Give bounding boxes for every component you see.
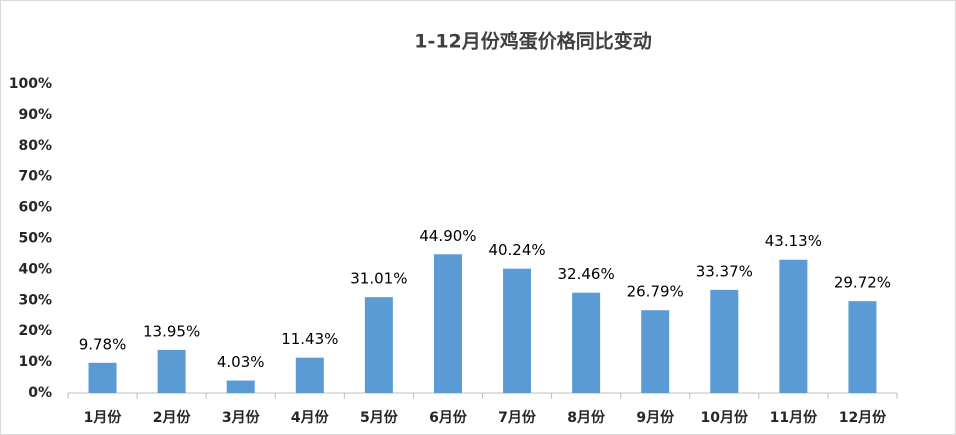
x-tick-label: 11月份 xyxy=(770,409,818,426)
value-label: 43.13% xyxy=(765,232,822,250)
x-tick-label: 4月份 xyxy=(291,409,330,426)
y-tick-label: 0% xyxy=(28,385,52,401)
value-label: 13.95% xyxy=(143,322,200,340)
value-label: 31.01% xyxy=(350,270,407,288)
value-label: 4.03% xyxy=(217,353,265,371)
y-tick-label: 40% xyxy=(18,261,52,277)
bar xyxy=(88,362,117,393)
value-label: 33.37% xyxy=(696,262,753,280)
x-tick-label: 2月份 xyxy=(153,409,192,426)
value-label: 44.90% xyxy=(419,227,476,245)
value-label: 11.43% xyxy=(281,330,338,348)
x-tick-label: 5月份 xyxy=(360,409,399,426)
y-tick-label: 100% xyxy=(9,76,52,92)
bar xyxy=(641,310,670,393)
y-tick-label: 50% xyxy=(18,231,52,247)
x-tick-label: 9月份 xyxy=(636,409,675,426)
y-tick-label: 20% xyxy=(18,323,52,339)
bar xyxy=(503,268,532,393)
bar xyxy=(779,259,808,393)
value-label: 26.79% xyxy=(627,283,684,301)
x-tick-label: 6月份 xyxy=(429,409,468,426)
x-tick-label: 8月份 xyxy=(567,409,606,426)
value-label: 9.78% xyxy=(79,335,127,353)
bar xyxy=(226,380,255,393)
chart-title: 1-12月份鸡蛋价格同比变动 xyxy=(414,30,652,53)
x-tick-label: 7月份 xyxy=(498,409,537,426)
value-label: 29.72% xyxy=(834,274,891,292)
x-tick-label: 3月份 xyxy=(222,409,261,426)
bar xyxy=(295,357,324,393)
y-tick-label: 90% xyxy=(18,107,52,123)
bar xyxy=(710,289,739,393)
bar xyxy=(848,301,877,393)
x-tick-label: 1月份 xyxy=(84,409,123,426)
x-tick-label: 12月份 xyxy=(839,409,887,426)
x-tick-label: 10月份 xyxy=(701,409,749,426)
value-label: 32.46% xyxy=(558,265,615,283)
y-tick-label: 30% xyxy=(18,292,52,308)
value-label: 40.24% xyxy=(488,241,545,259)
bar xyxy=(157,349,186,393)
bar xyxy=(572,292,601,393)
bar xyxy=(433,254,462,393)
y-tick-label: 10% xyxy=(18,354,52,370)
bar xyxy=(364,297,393,393)
y-tick-label: 80% xyxy=(18,138,52,154)
y-tick-label: 60% xyxy=(18,200,52,216)
y-tick-label: 70% xyxy=(18,169,52,185)
